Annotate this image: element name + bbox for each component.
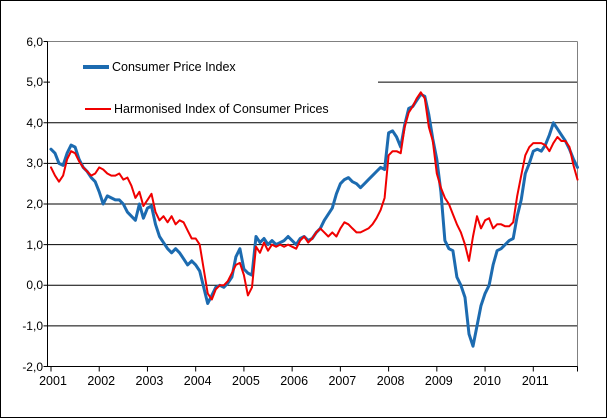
x-axis-label: 2003 [135,373,164,388]
x-axis-label: 2005 [232,373,260,388]
y-axis-label: 2,0 [26,197,43,211]
legend-label-hicp: Harmonised Index of Consumer Prices [114,102,329,116]
x-axis-label: 2004 [183,373,212,388]
y-axis-label: -1,0 [22,318,43,333]
legend-label-cpi: Consumer Price Index [112,60,236,74]
hicp-line [50,91,579,301]
x-axis-label: 2001 [39,373,67,388]
x-axis-label: 2002 [87,373,116,388]
x-axis-label: 2006 [280,373,309,388]
y-axis-label: -2,0 [22,359,43,374]
y-axis-label: 6,0 [26,34,43,49]
x-axis-label: 2011 [521,373,549,388]
x-axis-label: 2009 [424,373,453,388]
y-axis-label: 0,0 [26,278,43,293]
x-axis-label: 2007 [328,373,357,388]
legend-item-hicp: Harmonised Index of Consumer Prices [83,102,329,116]
hicp-line-swatch [85,107,111,111]
y-axis-label: 3,0 [26,156,43,171]
cpi-line [49,92,579,348]
x-axis-label: 2008 [376,373,405,388]
y-axis-label: 5,0 [26,75,43,90]
y-axis-label: 1,0 [26,237,43,252]
cpi-line-swatch [83,65,109,69]
x-axis-label: 2010 [473,373,501,388]
y-axis-label: 4,0 [26,115,43,130]
legend: Consumer Price Index Harmonised Index of… [50,46,378,119]
legend-item-cpi: Consumer Price Index [83,60,236,74]
